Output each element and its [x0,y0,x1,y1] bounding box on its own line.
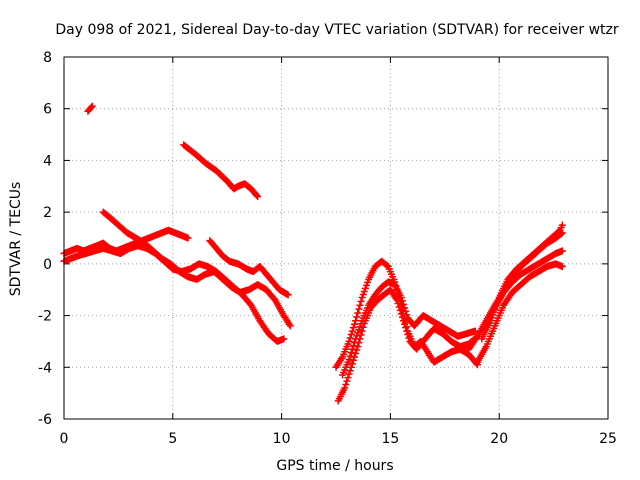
y-tick-label: 6 [43,102,52,118]
data-point [558,247,566,255]
y-tick-label: -6 [38,412,52,428]
data-point [343,377,351,385]
data-point [398,297,406,305]
data-point [346,334,354,342]
data-point [394,300,402,308]
data-point [184,234,192,242]
data-point [355,305,363,313]
x-tick-label: 5 [168,431,177,447]
data-point [348,360,356,368]
plot-frame [63,56,609,420]
data-point [350,320,358,328]
data-point [345,370,353,378]
data-point [405,334,413,342]
data-point [347,349,355,357]
data-point [345,356,353,364]
data-point [348,327,356,335]
data-point [284,291,292,299]
data-point [404,331,412,339]
y-tick-label: 0 [43,257,52,273]
data-point [349,324,357,332]
data-point [345,337,353,345]
data-point [346,352,354,360]
data-point [341,384,349,392]
data-point [402,324,410,332]
data-point [358,327,366,335]
y-tick-label: -4 [38,360,52,376]
series-arc-d [60,242,288,345]
data-point [253,191,261,199]
x-axis-label: GPS time / hours [276,458,393,474]
data-point [280,335,288,343]
data-point [286,322,294,330]
data-point [402,307,410,315]
data-point [353,313,361,321]
data-point [396,306,404,314]
y-axis-label: SDTVAR / TECUs [8,182,24,297]
data-point [350,338,358,346]
series-arc-e [99,208,294,330]
x-tick-label: 10 [273,431,291,447]
data-point [353,346,361,354]
data-point [344,374,352,382]
data-point [357,297,365,305]
y-tick-label: 4 [43,153,52,169]
data-points [60,102,566,405]
data-point [352,317,360,325]
data-point [393,296,401,304]
data-point [558,262,566,270]
data-point [398,313,406,321]
y-tick-label: -2 [38,309,52,325]
grid-lines [64,57,608,419]
data-point [87,103,95,111]
series-arc-a [84,102,96,115]
x-tick-label: 20 [490,431,508,447]
data-point [354,343,362,351]
data-point [347,331,355,339]
x-tick-label: 15 [381,431,399,447]
data-point [349,342,357,350]
data-point [395,303,403,311]
data-point [403,327,411,335]
data-point [397,293,405,301]
series-arc-i [339,278,479,379]
data-point [342,381,350,389]
data-point [356,301,364,309]
data-point [254,193,262,201]
data-point [397,310,405,318]
data-point [558,229,566,237]
y-tick-label: 2 [43,205,52,221]
data-point [354,309,362,317]
x-tick-label: 25 [599,431,617,447]
data-point [348,345,356,353]
data-point [350,353,358,361]
data-point [558,221,566,229]
axis-tick-labels: 0 5 10 15 20 25 -6 -4 -2 0 2 4 6 8 [38,50,617,447]
data-point [352,349,360,357]
data-point [401,320,409,328]
data-point [399,300,407,308]
data-point [88,102,96,110]
series-arc-f [206,237,292,299]
y-tick-label: 8 [43,50,52,66]
x-tick-label: 0 [60,431,69,447]
series-arc-m [482,229,566,330]
data-point [346,367,354,375]
data-point [403,311,411,319]
data-point [349,356,357,364]
chart-title: Day 098 of 2021, Sidereal Day-to-day VTE… [55,22,619,38]
data-point [557,230,565,238]
data-point [399,317,407,325]
series-arc-b [180,141,262,201]
data-point [401,304,409,312]
series-arc-k [473,260,566,366]
